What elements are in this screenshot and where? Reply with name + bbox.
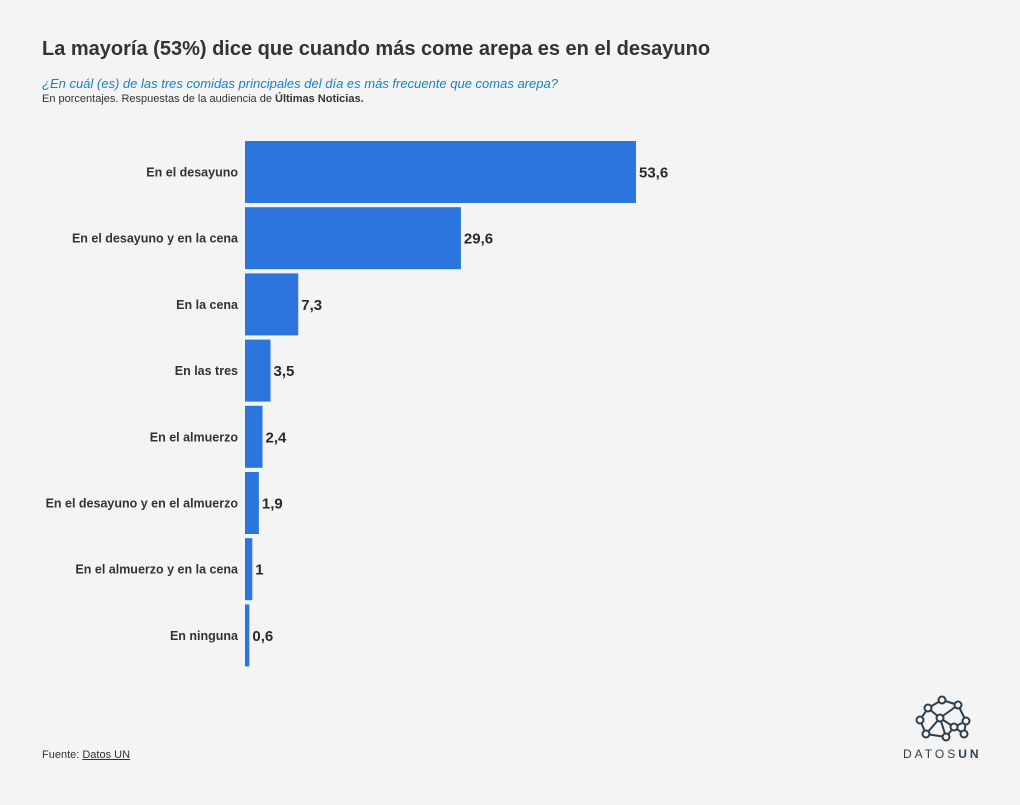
category-label: En ninguna: [170, 629, 239, 643]
bar: [245, 339, 271, 402]
category-label: En las tres: [175, 364, 238, 378]
category-label: En el desayuno y en el almuerzo: [46, 497, 239, 511]
bar: [245, 141, 636, 203]
source-line: Fuente: Datos UN: [42, 749, 130, 761]
bar: [245, 207, 461, 270]
chart-title: La mayoría (53%) dice que cuando más com…: [42, 38, 711, 60]
logo-text-light: DATOS: [903, 747, 959, 761]
source-prefix: Fuente:: [42, 749, 83, 761]
logo-text-bold: UN: [958, 747, 982, 761]
data-label: 2,4: [266, 429, 288, 446]
category-label: En el almuerzo y en la cena: [75, 563, 239, 577]
bar: [245, 472, 259, 534]
data-label: 53,6: [639, 165, 668, 182]
category-label: En el desayuno: [146, 166, 238, 180]
data-label: 0,6: [252, 628, 273, 645]
data-label: 3,5: [274, 363, 295, 380]
category-label: En el almuerzo: [150, 430, 239, 444]
data-label: 7,3: [301, 297, 322, 314]
bar: [245, 405, 263, 468]
chart-note: En porcentajes. Respuestas de la audienc…: [42, 93, 364, 105]
data-label: 1: [255, 562, 263, 579]
chart-note-text: En porcentajes. Respuestas de la audienc…: [42, 93, 275, 105]
category-label: En la cena: [176, 298, 239, 312]
network-nodes-icon: [915, 695, 971, 742]
logo-wordmark: DATOSUN: [903, 747, 982, 761]
data-label: 1,9: [262, 496, 283, 513]
chart-note-source: Últimas Noticias.: [275, 93, 364, 105]
category-label: En el desayuno y en la cena: [72, 232, 239, 246]
bar: [245, 604, 250, 667]
source-link[interactable]: Datos UN: [82, 749, 131, 761]
bar: [245, 538, 253, 601]
data-label: 29,6: [464, 231, 493, 248]
chart-subtitle: ¿En cuál (es) de las tres comidas princi…: [42, 76, 558, 91]
bar: [245, 273, 299, 336]
